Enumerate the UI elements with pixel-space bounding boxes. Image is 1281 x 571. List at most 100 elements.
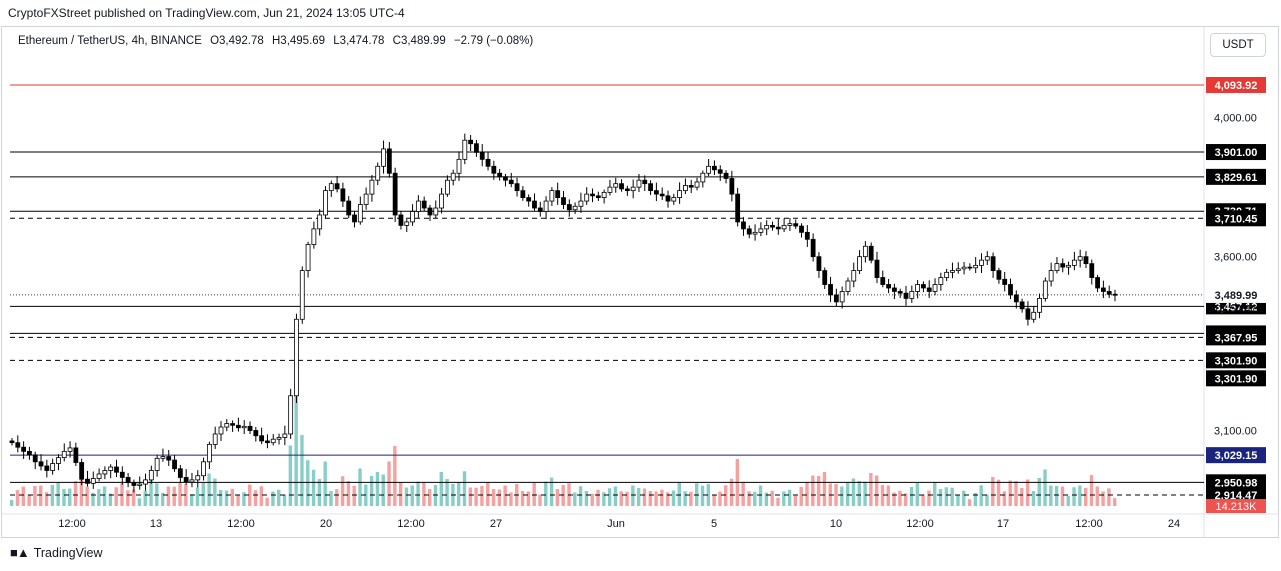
countdown-label: 02:54:47	[1216, 303, 1257, 315]
x-tick-label: 12:00	[58, 518, 86, 530]
volume-bar	[294, 392, 298, 506]
candle-body	[334, 183, 340, 190]
y-tick-label: 3,100.00	[1214, 426, 1257, 438]
volume-bar	[91, 492, 95, 506]
volume-bar	[329, 491, 333, 506]
x-tick-label: 12:00	[227, 518, 255, 530]
volume-bar	[1083, 488, 1088, 506]
candle-body	[218, 426, 224, 435]
candle-body	[671, 197, 677, 202]
candle-body	[241, 425, 247, 429]
candle-body	[909, 291, 915, 299]
candle-body	[1071, 259, 1077, 266]
candle-body	[1025, 308, 1031, 320]
candle-body	[665, 195, 671, 202]
candle-body	[526, 197, 532, 202]
candle-body	[938, 277, 944, 285]
volume-bar	[1066, 495, 1070, 506]
level-axis-label: 3,457.12	[1215, 301, 1258, 313]
volume-bar	[991, 477, 995, 506]
candle-body	[1037, 298, 1042, 313]
volume-bar	[207, 473, 211, 506]
candle-body	[1013, 294, 1019, 303]
tradingview-footer[interactable]: ■▲ TradingView	[10, 545, 103, 560]
candle-body	[822, 270, 828, 285]
volume-bar	[474, 487, 478, 506]
volume-bar	[665, 492, 670, 506]
volume-bar	[44, 492, 49, 506]
candle-body	[979, 259, 984, 266]
volume-bar	[242, 492, 246, 506]
level-axis-label: 2,950.98	[1215, 477, 1258, 489]
candle-body	[1066, 264, 1071, 268]
level-axis-label-bg	[1206, 76, 1266, 93]
candle-body	[659, 193, 665, 197]
volume-label: 14.213K	[1216, 501, 1258, 513]
candle-body	[845, 280, 851, 292]
candle-body	[265, 440, 270, 444]
volume-bar	[700, 485, 705, 506]
candle-body	[479, 151, 485, 160]
volume-bar	[1002, 491, 1007, 506]
candle-body	[1002, 278, 1008, 285]
level-axis-label-bg	[1206, 352, 1266, 369]
volume-bar	[480, 486, 484, 506]
candle-body	[781, 224, 787, 230]
candle-body	[653, 190, 659, 195]
volume-bar	[160, 492, 165, 506]
candle-body	[624, 188, 630, 192]
volume-bar	[654, 491, 658, 506]
candle-body	[1095, 277, 1100, 289]
volume-bar	[230, 488, 234, 506]
volume-bar	[422, 482, 426, 506]
volume-bar	[195, 487, 200, 506]
candle-body	[346, 200, 352, 216]
candle-body	[886, 284, 891, 289]
volume-bar	[1060, 486, 1065, 506]
level-axis-label-bg	[1206, 447, 1266, 464]
candle-body	[677, 190, 683, 198]
candle-body	[1048, 270, 1054, 282]
volume-bar	[457, 482, 461, 506]
candle-body	[1089, 263, 1095, 278]
candle-body	[61, 450, 67, 459]
candle-body	[224, 423, 230, 428]
x-tick-label: 13	[150, 518, 162, 530]
ohlc-high: H3,495.69	[272, 35, 326, 47]
candle-body	[67, 447, 73, 452]
candle-body	[166, 456, 172, 461]
candle-body	[386, 148, 392, 174]
symbol-name[interactable]: Ethereum / TetherUS, 4h, BINANCE	[18, 35, 202, 47]
volume-bar	[201, 482, 205, 506]
volume-bar	[724, 485, 728, 506]
currency-button[interactable]: USDT	[1210, 33, 1266, 57]
volume-bar	[648, 491, 652, 506]
volume-bar	[346, 481, 351, 506]
candle-body	[868, 245, 874, 261]
candle-body	[108, 466, 114, 471]
candle-body	[688, 185, 694, 188]
volume-bar	[677, 482, 682, 506]
candle-body	[288, 395, 294, 435]
candle-body	[253, 430, 259, 437]
volume-bar	[869, 473, 873, 506]
candle-body	[328, 183, 334, 192]
candle-body	[195, 475, 201, 481]
volume-bar	[172, 486, 176, 506]
candle-body	[520, 190, 526, 198]
volume-bar	[102, 486, 107, 506]
volume-bar	[224, 490, 229, 506]
volume-bar	[944, 487, 949, 506]
candle-body	[497, 172, 503, 178]
x-tick-label: 5	[711, 518, 717, 530]
volume-bar	[904, 493, 908, 506]
extra-axis-label-bg	[1206, 370, 1266, 387]
volume-bar	[578, 486, 583, 506]
y-tick-label: 4,000.00	[1214, 113, 1257, 125]
candle-body	[810, 238, 816, 258]
candle-body	[1008, 284, 1013, 296]
volume-bar	[462, 471, 467, 506]
volume-bar	[787, 489, 792, 506]
volume-bar	[288, 445, 293, 506]
